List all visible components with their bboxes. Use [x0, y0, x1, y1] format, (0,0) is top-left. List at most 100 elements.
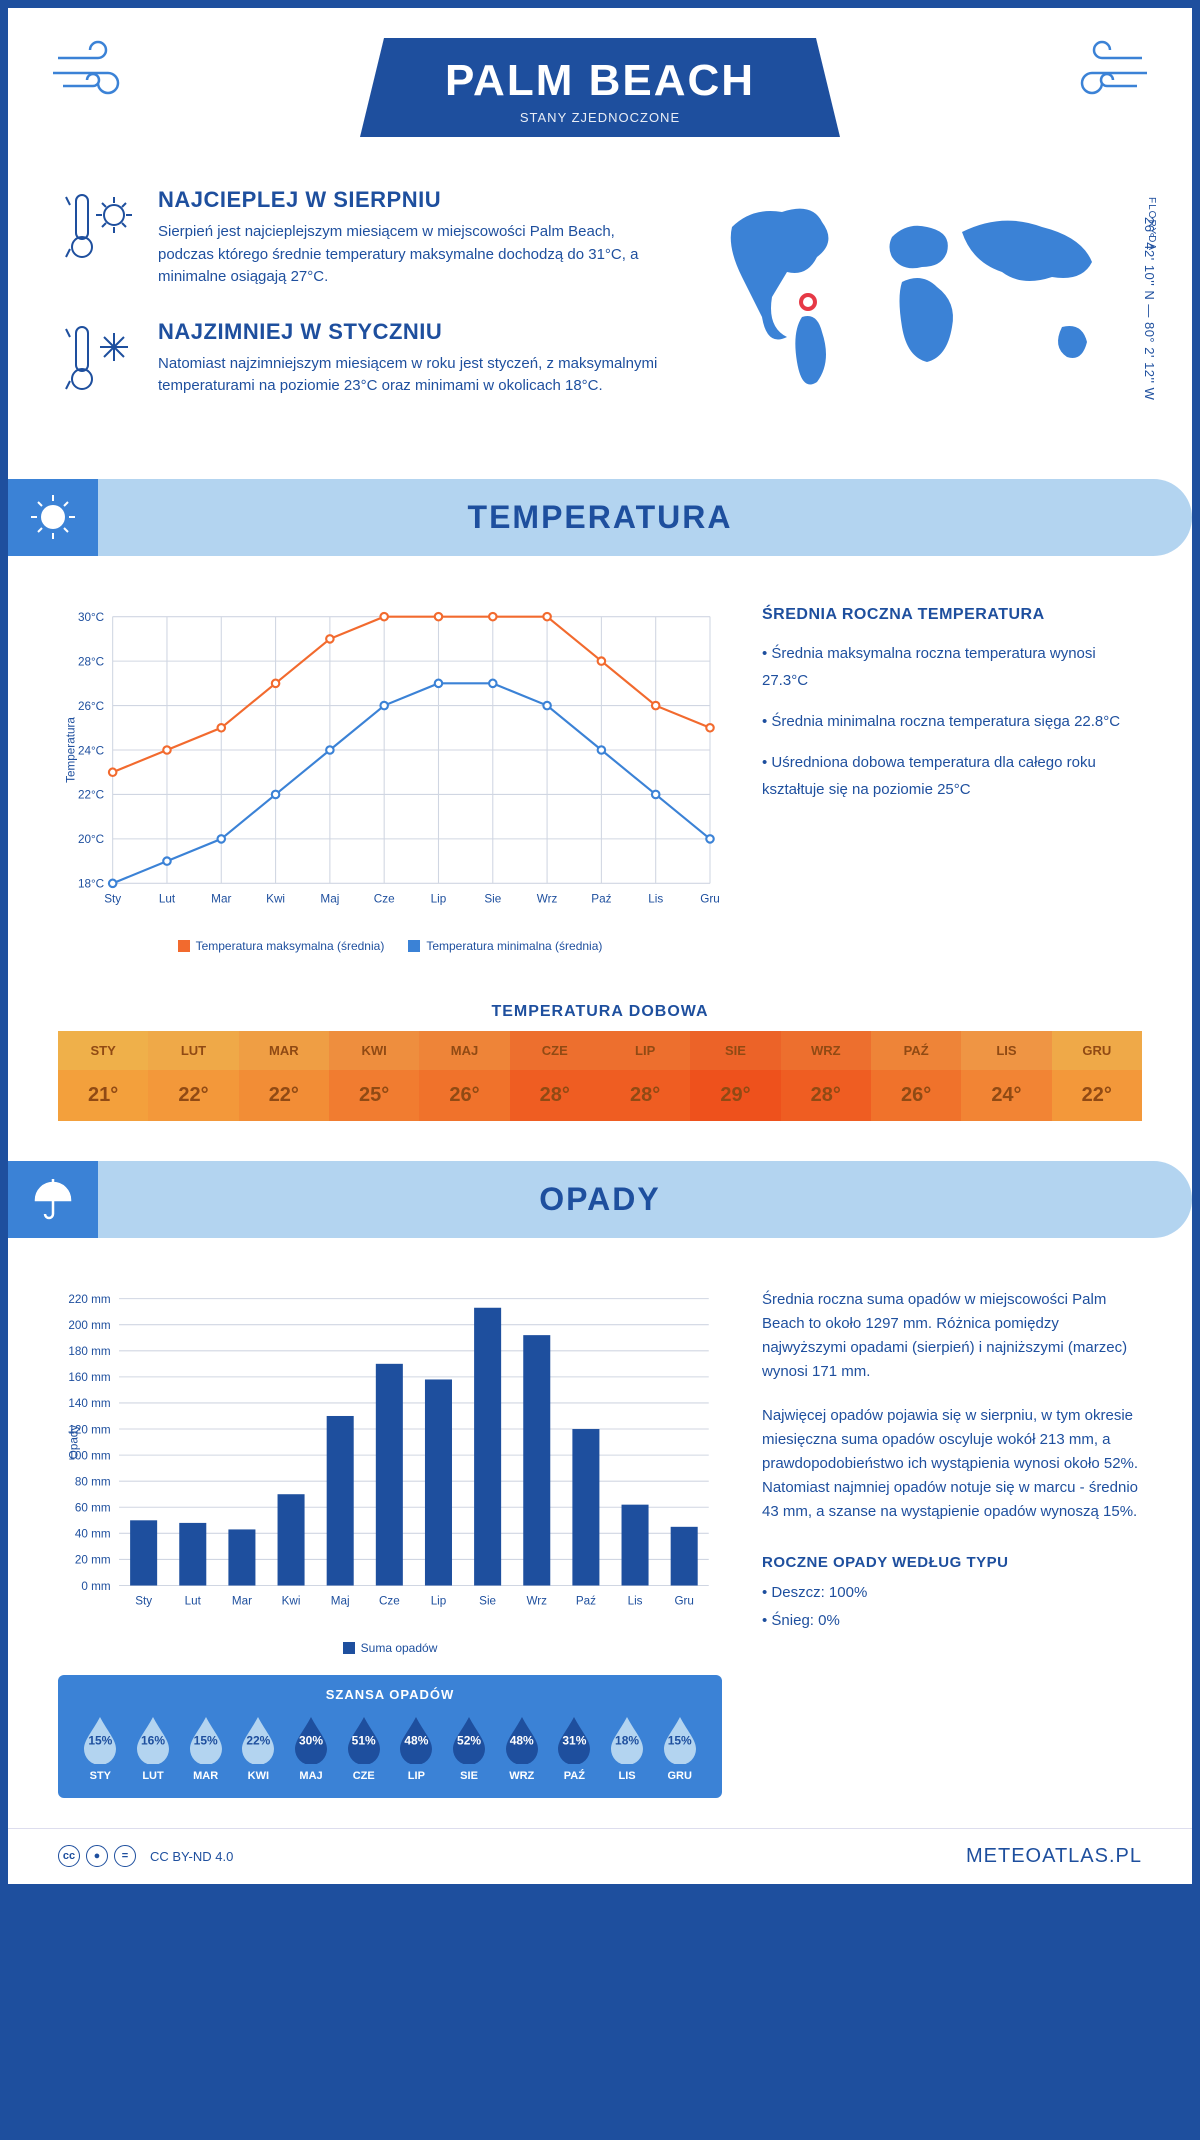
page-subtitle: STANY ZJEDNOCZONE	[440, 110, 760, 125]
svg-text:Cze: Cze	[374, 892, 395, 905]
svg-text:20°C: 20°C	[78, 833, 105, 846]
nd-icon: =	[114, 1845, 136, 1867]
world-map	[702, 187, 1142, 407]
daily-col: CZE28°	[510, 1031, 600, 1121]
header-banner: PALM BEACH STANY ZJEDNOCZONE	[360, 38, 840, 137]
svg-text:Sty: Sty	[135, 1594, 152, 1607]
license-text: CC BY-ND 4.0	[150, 1849, 233, 1864]
coldest-desc: Natomiast najzimniejszym miesiącem w rok…	[158, 353, 662, 398]
daily-col: LUT22°	[148, 1031, 238, 1121]
warmest-title: NAJCIEPLEJ W SIERPNIU	[158, 187, 662, 213]
svg-text:Wrz: Wrz	[537, 892, 558, 905]
precip-type-points: • Deszcz: 100%• Śnieg: 0%	[762, 1581, 1142, 1633]
wind-icon-right	[1062, 38, 1152, 112]
daily-col: WRZ28°	[781, 1031, 871, 1121]
precipitation-chart-box: 0 mm20 mm40 mm60 mm80 mm100 mm120 mm140 …	[58, 1288, 722, 1798]
svg-text:160 mm: 160 mm	[68, 1371, 110, 1384]
precipitation-banner: OPADY	[8, 1161, 1192, 1238]
daily-temp-table: STY21°LUT22°MAR22°KWI25°MAJ26°CZE28°LIP2…	[58, 1031, 1142, 1121]
svg-text:60 mm: 60 mm	[75, 1501, 111, 1514]
svg-text:220 mm: 220 mm	[68, 1292, 110, 1305]
by-icon: ●	[86, 1845, 108, 1867]
svg-text:20 mm: 20 mm	[75, 1553, 111, 1566]
svg-text:Sty: Sty	[104, 892, 121, 905]
svg-text:Lut: Lut	[159, 892, 176, 905]
chance-col: 30% MAJ	[285, 1714, 338, 1782]
infographic-page: PALM BEACH STANY ZJEDNOCZONE NAJCIEPLEJ …	[8, 8, 1192, 1884]
map-column: FLORYDA 26° 42' 10'' N — 80° 2' 12'' W	[702, 187, 1142, 429]
precipitation-title: OPADY	[8, 1181, 1192, 1218]
chance-col: 48% LIP	[390, 1714, 443, 1782]
thermometer-sun-icon	[58, 187, 138, 267]
svg-text:30°C: 30°C	[78, 610, 105, 623]
chance-col: 15% GRU	[653, 1714, 706, 1782]
svg-text:Sie: Sie	[479, 1594, 496, 1607]
precip-para2: Najwięcej opadów pojawia się w sierpniu,…	[762, 1404, 1142, 1524]
svg-text:Maj: Maj	[331, 1594, 350, 1607]
temp-side-points: • Średnia maksymalna roczna temperatura …	[762, 640, 1142, 803]
daily-col: GRU22°	[1052, 1031, 1142, 1121]
svg-text:Paź: Paź	[591, 892, 611, 905]
svg-text:0 mm: 0 mm	[81, 1579, 110, 1592]
svg-text:18°C: 18°C	[78, 877, 105, 890]
warmest-desc: Sierpień jest najcieplejszym miesiącem w…	[158, 221, 662, 289]
map-marker	[799, 293, 817, 311]
cc-icon: cc	[58, 1845, 80, 1867]
chance-col: 22% KWI	[232, 1714, 285, 1782]
svg-text:200 mm: 200 mm	[68, 1318, 110, 1331]
coldest-title: NAJZIMNIEJ W STYCZNIU	[158, 319, 662, 345]
svg-text:Gru: Gru	[674, 1594, 693, 1607]
svg-text:140 mm: 140 mm	[68, 1397, 110, 1410]
chance-col: 51% CZE	[337, 1714, 390, 1782]
umbrella-icon	[8, 1161, 98, 1238]
footer: cc ● = CC BY-ND 4.0 METEOATLAS.PL	[8, 1828, 1192, 1884]
cc-license: cc ● = CC BY-ND 4.0	[58, 1845, 233, 1867]
svg-text:Kwi: Kwi	[266, 892, 285, 905]
svg-text:Opady: Opady	[68, 1424, 81, 1459]
svg-text:Lut: Lut	[185, 1594, 202, 1607]
svg-text:Cze: Cze	[379, 1594, 400, 1607]
thermometer-snow-icon	[58, 319, 138, 399]
chance-row: 15% STY 16% LUT 15% MAR 22% KWI 30% MAJ	[74, 1714, 706, 1782]
svg-text:Sie: Sie	[484, 892, 501, 905]
chance-box: SZANSA OPADÓW 15% STY 16% LUT 15% MAR 22…	[58, 1675, 722, 1798]
chance-col: 48% WRZ	[495, 1714, 548, 1782]
svg-text:Mar: Mar	[211, 892, 231, 905]
precipitation-chart-row: 0 mm20 mm40 mm60 mm80 mm100 mm120 mm140 …	[8, 1258, 1192, 1828]
svg-text:Lip: Lip	[431, 1594, 447, 1607]
intro-row: NAJCIEPLEJ W SIERPNIU Sierpień jest najc…	[8, 157, 1192, 459]
page-title: PALM BEACH	[440, 56, 760, 106]
daily-col: PAŹ26°	[871, 1031, 961, 1121]
sun-icon	[8, 479, 98, 556]
svg-text:Wrz: Wrz	[526, 1594, 547, 1607]
precip-legend-label: Suma opadów	[361, 1641, 438, 1655]
svg-text:Temperatura: Temperatura	[64, 716, 77, 782]
svg-text:26°C: 26°C	[78, 699, 105, 712]
daily-col: MAJ26°	[419, 1031, 509, 1121]
daily-col: SIE29°	[690, 1031, 780, 1121]
temperature-side-text: ŚREDNIA ROCZNA TEMPERATURA • Średnia mak…	[762, 606, 1142, 953]
chance-col: 15% STY	[74, 1714, 127, 1782]
daily-col: LIP28°	[600, 1031, 690, 1121]
temperature-banner: TEMPERATURA	[8, 479, 1192, 556]
temp-side-title: ŚREDNIA ROCZNA TEMPERATURA	[762, 606, 1142, 624]
svg-text:22°C: 22°C	[78, 788, 105, 801]
coords-label: 26° 42' 10'' N — 80° 2' 12'' W	[1142, 217, 1157, 400]
precipitation-side-text: Średnia roczna suma opadów w miejscowośc…	[762, 1288, 1142, 1798]
coldest-text: NAJZIMNIEJ W STYCZNIU Natomiast najzimni…	[158, 319, 662, 399]
chance-col: 16% LUT	[127, 1714, 180, 1782]
chance-col: 52% SIE	[443, 1714, 496, 1782]
temperature-title: TEMPERATURA	[8, 499, 1192, 536]
warmest-text: NAJCIEPLEJ W SIERPNIU Sierpień jest najc…	[158, 187, 662, 289]
chance-col: 18% LIS	[601, 1714, 654, 1782]
footer-brand: METEOATLAS.PL	[966, 1845, 1142, 1868]
chance-col: 15% MAR	[179, 1714, 232, 1782]
precip-para1: Średnia roczna suma opadów w miejscowośc…	[762, 1288, 1142, 1384]
chance-col: 31% PAŹ	[548, 1714, 601, 1782]
svg-text:Lis: Lis	[628, 1594, 643, 1607]
svg-text:180 mm: 180 mm	[68, 1345, 110, 1358]
svg-text:Lip: Lip	[431, 892, 447, 905]
svg-text:80 mm: 80 mm	[75, 1475, 111, 1488]
precipitation-legend: Suma opadów	[58, 1641, 722, 1655]
daily-col: STY21°	[58, 1031, 148, 1121]
